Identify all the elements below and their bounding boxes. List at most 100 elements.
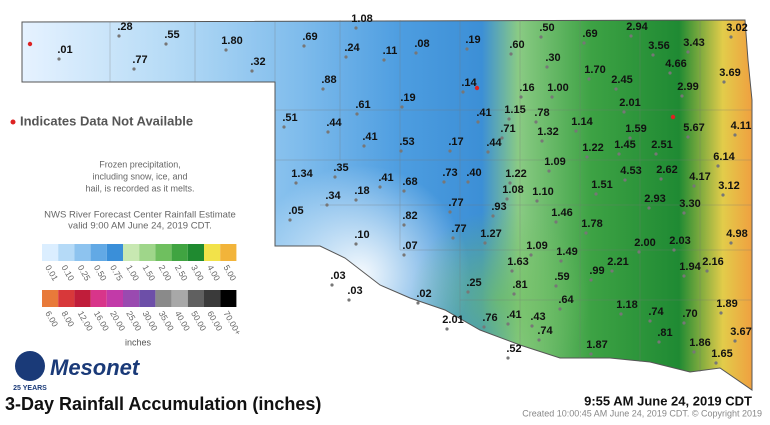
station-value: .41 <box>378 172 393 184</box>
station-value: .77 <box>132 54 147 66</box>
legend-label: 50.00 <box>189 309 208 333</box>
station-dot <box>354 198 358 202</box>
station-value: .28 <box>117 21 132 33</box>
created-note: Created 10:00:45 AM June 24, 2019 CDT. ©… <box>522 408 762 418</box>
station-dot <box>589 278 593 282</box>
legend-swatch <box>42 290 59 307</box>
legend-label: 2.50 <box>173 263 190 283</box>
station-dot <box>378 185 382 189</box>
station-dot <box>354 26 358 30</box>
legend-swatch <box>42 244 59 261</box>
station-value: .71 <box>500 123 515 135</box>
station-dot <box>465 47 469 51</box>
legend-label: 60.00 <box>205 309 224 333</box>
station-value: .61 <box>355 99 370 111</box>
logo-badge: 25 YEARS <box>13 385 47 392</box>
station-value: .34 <box>325 190 341 202</box>
station-dot <box>540 139 544 143</box>
station-dot <box>619 312 623 316</box>
station-value: .17 <box>448 136 463 148</box>
station-value: 1.45 <box>614 139 635 151</box>
station-value: .19 <box>400 92 415 104</box>
station-dot <box>584 231 588 235</box>
legend-swatch <box>123 290 140 307</box>
station-dot <box>355 112 359 116</box>
na-dot <box>474 85 480 91</box>
station-dot <box>250 69 254 73</box>
station-value: 2.16 <box>702 256 723 268</box>
station-dot <box>512 292 516 296</box>
legend-swatch <box>155 244 172 261</box>
station-dot <box>466 290 470 294</box>
legend-swatch <box>90 244 107 261</box>
station-dot <box>321 87 325 91</box>
station-value: .74 <box>537 325 553 337</box>
station-dot <box>614 87 618 91</box>
station-dot <box>507 117 511 121</box>
station-dot <box>589 352 593 356</box>
station-value: .64 <box>558 294 574 306</box>
legend-swatch <box>187 290 204 307</box>
station-dot <box>530 324 534 328</box>
legend-label: 0.75 <box>108 263 125 283</box>
station-dot <box>510 269 514 273</box>
station-dot <box>505 197 509 201</box>
station-dot <box>692 184 696 188</box>
station-dot <box>648 319 652 323</box>
legend-swatch <box>204 244 221 261</box>
station-value: 4.66 <box>665 58 686 70</box>
station-value: .41 <box>362 131 377 143</box>
station-value: 2.21 <box>607 256 628 268</box>
station-value: 4.98 <box>726 228 747 240</box>
station-value: 1.32 <box>537 126 558 138</box>
station-value: .41 <box>506 309 521 321</box>
station-dot <box>400 105 404 109</box>
station-dot <box>647 206 651 210</box>
station-value: 1.80 <box>221 35 242 47</box>
station-dot <box>416 301 420 305</box>
station-value: 1.87 <box>586 339 607 351</box>
station-dot <box>729 35 733 39</box>
station-value: 2.62 <box>656 164 677 176</box>
legend-swatch <box>220 290 237 307</box>
timestamp: 9:55 AM June 24, 2019 CDT <box>584 393 752 408</box>
station-dot <box>657 340 661 344</box>
legend-swatch <box>106 290 123 307</box>
station-value: .59 <box>554 271 569 283</box>
station-dot <box>637 250 641 254</box>
legend-label: 20.00 <box>108 309 127 333</box>
station-dot <box>537 338 541 342</box>
legend-swatch <box>123 244 140 261</box>
station-value: 3.02 <box>726 22 747 34</box>
station-dot <box>733 339 737 343</box>
station-value: 1.09 <box>544 156 565 168</box>
station-value: .70 <box>682 308 697 320</box>
county-lines <box>109 20 752 372</box>
legend-swatch <box>171 244 188 261</box>
station-dot <box>294 181 298 185</box>
station-dot <box>347 298 351 302</box>
logo-name: Mesonet <box>50 355 141 380</box>
station-value: 1.22 <box>505 168 526 180</box>
legend-swatch <box>220 244 237 261</box>
station-value: 1.00 <box>547 82 568 94</box>
nws-note: valid 9:00 AM June 24, 2019 CDT. <box>68 221 212 232</box>
legend-label: 3.00 <box>189 263 206 283</box>
station-value: .01 <box>57 44 72 56</box>
station-value: .60 <box>509 39 524 51</box>
legend-label: 0.25 <box>76 263 93 283</box>
legend-swatch <box>139 244 156 261</box>
station-value: 3.69 <box>719 67 740 79</box>
station-value: 4.53 <box>620 165 641 177</box>
station-value: 1.27 <box>480 228 501 240</box>
na-dot <box>670 114 676 120</box>
station-value: 3.67 <box>730 326 751 338</box>
station-value: 3.56 <box>648 40 669 52</box>
na-dot <box>10 119 16 125</box>
station-value: .14 <box>461 77 477 89</box>
station-dot <box>362 144 366 148</box>
station-dot <box>535 199 539 203</box>
station-dot <box>623 178 627 182</box>
station-value: 1.08 <box>502 184 523 196</box>
station-dot <box>486 150 490 154</box>
